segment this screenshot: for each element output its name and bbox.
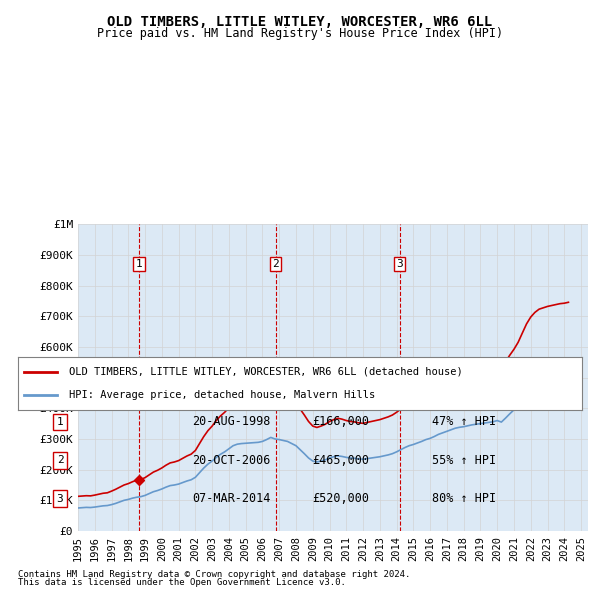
Text: 1: 1	[136, 259, 142, 269]
Text: 3: 3	[396, 259, 403, 269]
Text: 2: 2	[56, 455, 64, 465]
Text: 07-MAR-2014: 07-MAR-2014	[192, 492, 271, 505]
Text: 3: 3	[56, 494, 64, 503]
Text: HPI: Average price, detached house, Malvern Hills: HPI: Average price, detached house, Malv…	[69, 390, 375, 400]
Text: Contains HM Land Registry data © Crown copyright and database right 2024.: Contains HM Land Registry data © Crown c…	[18, 571, 410, 579]
Text: OLD TIMBERS, LITTLE WITLEY, WORCESTER, WR6 6LL (detached house): OLD TIMBERS, LITTLE WITLEY, WORCESTER, W…	[69, 367, 463, 377]
Text: £166,000: £166,000	[312, 415, 369, 428]
Text: This data is licensed under the Open Government Licence v3.0.: This data is licensed under the Open Gov…	[18, 578, 346, 587]
Text: £520,000: £520,000	[312, 492, 369, 505]
Text: 55% ↑ HPI: 55% ↑ HPI	[432, 454, 496, 467]
Text: 1: 1	[56, 417, 64, 427]
Text: OLD TIMBERS, LITTLE WITLEY, WORCESTER, WR6 6LL: OLD TIMBERS, LITTLE WITLEY, WORCESTER, W…	[107, 15, 493, 29]
Text: 20-AUG-1998: 20-AUG-1998	[192, 415, 271, 428]
Text: 20-OCT-2006: 20-OCT-2006	[192, 454, 271, 467]
Text: 47% ↑ HPI: 47% ↑ HPI	[432, 415, 496, 428]
Text: 2: 2	[272, 259, 279, 269]
Text: £465,000: £465,000	[312, 454, 369, 467]
Text: Price paid vs. HM Land Registry's House Price Index (HPI): Price paid vs. HM Land Registry's House …	[97, 27, 503, 40]
Text: 80% ↑ HPI: 80% ↑ HPI	[432, 492, 496, 505]
